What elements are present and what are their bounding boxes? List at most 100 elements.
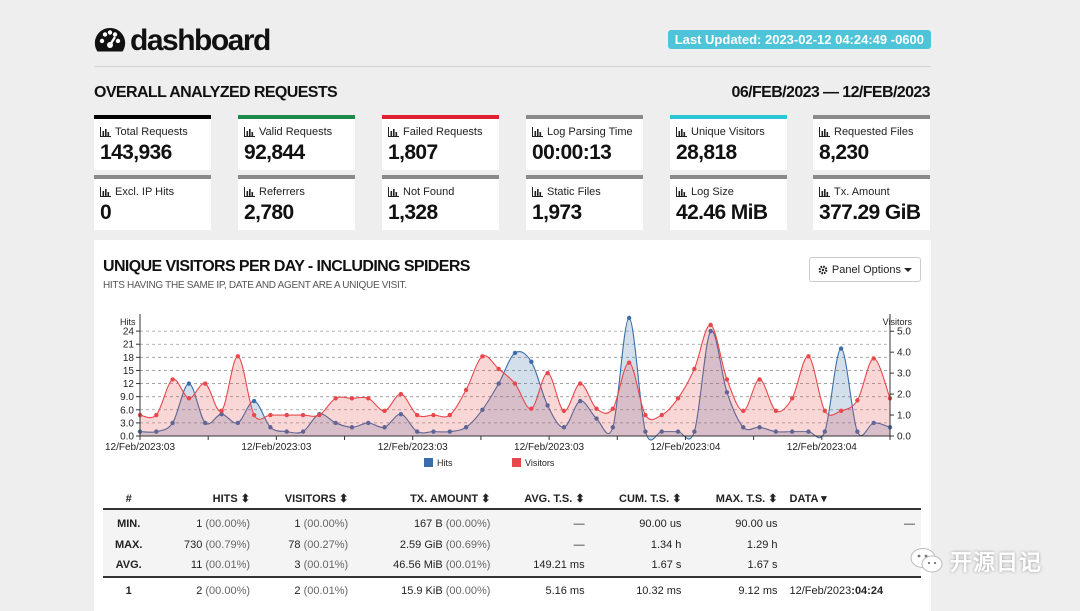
card-label: Total Requests bbox=[100, 126, 188, 138]
hits-point bbox=[398, 411, 404, 417]
card-value: 42.46 MiB bbox=[676, 201, 768, 224]
col-max-ts[interactable]: MAX. T.S. ⬍ bbox=[687, 489, 784, 510]
hits-point bbox=[561, 425, 567, 430]
hits-point bbox=[496, 381, 501, 386]
x-tick-label: 12/Feb/2023:03 bbox=[378, 442, 448, 453]
visitors-percent: (00.00%) bbox=[303, 518, 349, 531]
card-accent-bar bbox=[94, 175, 211, 179]
visitors-point bbox=[268, 412, 273, 418]
summary-rows: MIN. 1 (00.00%) 1 (00.00%) 167 B (00.00%) —9… bbox=[103, 509, 921, 577]
card-label-text: Excl. IP Hits bbox=[115, 186, 175, 198]
visitors-point bbox=[382, 408, 387, 414]
header: dashboard Last Updated: 2023-02-12 04:24… bbox=[94, 22, 931, 67]
y-tick-label-left: 15 bbox=[123, 366, 135, 377]
visitors-point bbox=[463, 387, 469, 393]
tx-percent: (00.69%) bbox=[445, 538, 491, 551]
hits-point bbox=[855, 429, 860, 434]
row-label: AVG. bbox=[103, 555, 155, 577]
card-value: 28,818 bbox=[676, 141, 737, 164]
visitors-point bbox=[675, 396, 681, 401]
card-total-requests: Total Requests 143,936 bbox=[94, 115, 211, 170]
visitors-point bbox=[154, 412, 159, 418]
visitors-point bbox=[414, 412, 420, 418]
col-avg-ts[interactable]: AVG. T.S. ⬍ bbox=[496, 489, 591, 510]
visitors-point bbox=[578, 381, 583, 386]
visitors-point bbox=[626, 360, 632, 365]
visitors-point bbox=[333, 396, 338, 401]
card-value: 92,844 bbox=[244, 141, 305, 164]
hits-cell: 11 (00.01%) bbox=[154, 555, 257, 577]
hits-percent: (00.79%) bbox=[205, 538, 251, 551]
hits-point bbox=[626, 315, 632, 321]
hits-point bbox=[675, 429, 681, 434]
y-tick-label-left: 12 bbox=[123, 379, 135, 390]
x-tick-label: 12/Feb/2023:03 bbox=[514, 442, 584, 453]
card-value: 1,973 bbox=[532, 201, 582, 224]
hits-point bbox=[643, 429, 648, 434]
max-ts-cell: 1.29 h bbox=[687, 534, 784, 555]
visitors-percent: (00.01%) bbox=[303, 584, 349, 597]
hits-point bbox=[333, 420, 338, 426]
col-hits[interactable]: HITS ⬍ bbox=[154, 489, 257, 510]
summary-row: MAX. 730 (00.79%) 78 (00.27%) 2.59 GiB (00.… bbox=[103, 534, 921, 555]
avg-ts-cell: 149.21 ms bbox=[496, 555, 591, 577]
overall-title: OVERALL ANALYZED REQUESTS bbox=[94, 84, 338, 101]
col-hits-label: HITS bbox=[212, 493, 238, 505]
visitors-point bbox=[643, 412, 648, 418]
hits-point bbox=[773, 429, 779, 434]
bar-chart-icon bbox=[244, 187, 255, 197]
visitors-value: 78 bbox=[288, 538, 301, 551]
tx-cell: 15.9 KiB (00.00%) bbox=[354, 575, 497, 601]
visitors-point bbox=[235, 354, 241, 359]
col-num: # bbox=[103, 489, 155, 510]
watermark-text: 开源日记 bbox=[949, 550, 1042, 575]
visitors-point bbox=[741, 408, 746, 414]
col-max-ts-label: MAX. T.S. bbox=[715, 493, 766, 505]
legend-swatch bbox=[512, 458, 521, 467]
logo[interactable]: dashboard bbox=[94, 24, 271, 58]
visitors-point bbox=[219, 408, 224, 414]
visitors-point bbox=[692, 366, 697, 372]
col-cum-ts[interactable]: CUM. T.S. ⬍ bbox=[590, 489, 688, 510]
visitors-point bbox=[186, 396, 192, 401]
hits-point bbox=[300, 429, 306, 434]
cum-ts-cell: 10.32 ms bbox=[590, 575, 688, 601]
card-requested-files: Requested Files 8,230 bbox=[813, 115, 930, 170]
hits-point bbox=[219, 411, 224, 417]
hits-point bbox=[447, 429, 452, 434]
col-visitors[interactable]: VISITORS ⬍ bbox=[256, 489, 355, 510]
card-accent-bar bbox=[670, 115, 787, 119]
hits-point bbox=[692, 429, 697, 434]
col-tx-amount[interactable]: TX. AMOUNT ⬍ bbox=[354, 489, 497, 510]
summary-row: MIN. 1 (00.00%) 1 (00.00%) 167 B (00.00%) —9… bbox=[103, 509, 921, 535]
card-static-files: Static Files 1,973 bbox=[526, 175, 643, 230]
hits-point bbox=[186, 381, 192, 386]
y-tick-label-left: 24 bbox=[123, 327, 135, 338]
card-accent-bar bbox=[813, 115, 930, 119]
last-updated-badge: Last Updated: 2023-02-12 04:24:49 -0600 bbox=[667, 30, 931, 49]
bar-chart-icon bbox=[819, 187, 830, 197]
panel-options-button[interactable]: Panel Options bbox=[808, 257, 921, 282]
unique-visitors-chart: Hits Visitors 0.0 3.0 6.0 9.0 12 15 18 21 24 0.0 1.0… bbox=[105, 314, 912, 468]
card-accent-bar bbox=[238, 115, 355, 119]
col-visitors-label: VISITORS bbox=[284, 493, 336, 505]
card-label-text: Unique Visitors bbox=[691, 126, 765, 138]
card-label-text: Log Parsing Time bbox=[547, 126, 633, 138]
hits-point bbox=[789, 429, 795, 434]
y-tick-label-right: 3.0 bbox=[897, 369, 911, 380]
col-data[interactable]: DATA ▾ bbox=[783, 489, 921, 510]
row-label: MIN. bbox=[103, 509, 155, 535]
bar-chart-icon bbox=[388, 187, 399, 197]
cum-ts-cell: 1.34 h bbox=[590, 534, 688, 555]
card-value: 8,230 bbox=[819, 141, 869, 164]
avg-ts-cell: — bbox=[496, 509, 591, 535]
hits-point bbox=[284, 429, 289, 434]
hits-point bbox=[871, 420, 876, 426]
card-unique-visitors: Unique Visitors 28,818 bbox=[670, 115, 787, 170]
card-value: 377.29 GiB bbox=[819, 201, 921, 224]
hits-point bbox=[382, 425, 387, 430]
card-value: 1,328 bbox=[388, 201, 438, 224]
visitors-area bbox=[140, 324, 890, 436]
hits-point bbox=[806, 429, 811, 434]
